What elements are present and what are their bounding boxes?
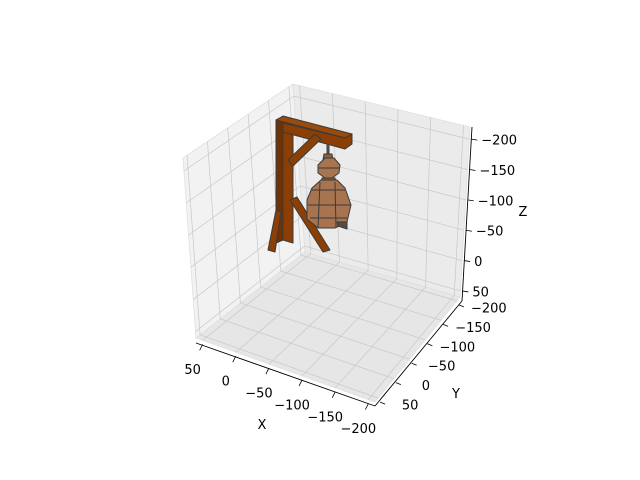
x-gridline-floor <box>301 278 398 377</box>
z-tick-mark <box>471 138 478 141</box>
y-gridline-left <box>288 86 302 256</box>
y-axis-line <box>374 300 463 407</box>
gallows-post-front <box>282 116 294 244</box>
x-gridline-floor <box>235 261 340 353</box>
y-tick-label: 50 <box>402 399 419 414</box>
z-tick-label: 0 <box>474 255 482 270</box>
y-tick-label: −50 <box>428 360 455 375</box>
z-tick-mark <box>465 229 472 232</box>
z-tick-mark <box>464 260 471 262</box>
x-tick-mark <box>298 379 303 387</box>
y-gridline-floor <box>300 254 457 302</box>
x-gridline-floor <box>202 253 311 341</box>
figure-body <box>306 179 352 229</box>
y-tick-mark <box>442 323 449 327</box>
y-gridline-floor <box>220 318 395 379</box>
floor-pane <box>195 251 461 403</box>
figure-body-edge-4 <box>317 181 321 229</box>
hanging-bell-figure <box>306 153 352 230</box>
gallows-frame <box>267 115 353 253</box>
z-tick-label: 50 <box>472 285 489 300</box>
y-tick-label: −100 <box>440 340 476 355</box>
axis-lines <box>195 126 473 407</box>
y-tick-mark <box>395 382 402 386</box>
y-tick-label: −200 <box>471 301 507 316</box>
y-gridline-floor <box>260 286 426 341</box>
x-axis-label: X <box>258 418 267 433</box>
x-gridline-back <box>425 117 432 288</box>
z-tick-label: −200 <box>481 134 517 149</box>
axis-ticks: 500−50−100−150−200500−50−100−150−200−200… <box>184 134 517 437</box>
gallows-brace <box>287 133 322 167</box>
x-gridline-floor <box>368 295 455 400</box>
x-tick-label: −50 <box>245 387 272 402</box>
y-tick-label: −150 <box>455 321 491 336</box>
gallows-leg-right <box>289 196 331 253</box>
z-axis-label: Z <box>519 205 528 220</box>
x-tick-mark <box>265 367 270 375</box>
z-gridline-back <box>293 95 470 140</box>
figure-foot <box>336 221 348 230</box>
z-tick-label: −50 <box>476 225 503 240</box>
x-gridline-back <box>364 101 369 271</box>
z-gridline-back <box>304 245 461 292</box>
z-tick-label: −150 <box>480 164 516 179</box>
x-gridline-floor <box>268 270 369 365</box>
z-axis-line <box>461 126 473 302</box>
x-gridline-back <box>396 109 399 279</box>
x-tick-mark <box>199 344 203 351</box>
z-tick-label: −100 <box>478 194 514 209</box>
figure-body-edge-5 <box>334 181 337 229</box>
x-tick-label: −200 <box>341 422 377 437</box>
y-gridline-left <box>268 100 282 272</box>
x-tick-label: 50 <box>184 363 201 378</box>
x-gridline-back <box>331 93 340 263</box>
y-tick-mark <box>458 304 465 308</box>
y-gridline-floor <box>240 302 410 360</box>
y-tick-label: 0 <box>422 379 430 394</box>
z-gridline-left <box>195 245 305 332</box>
y-gridline-floor <box>199 334 379 399</box>
y-gridline-left <box>207 141 221 319</box>
y-gridline-floor <box>280 270 442 321</box>
x-tick-label: −150 <box>307 410 343 425</box>
y-gridline-left <box>227 127 241 303</box>
x-gridline-floor <box>334 286 426 389</box>
y-tick-mark <box>411 362 417 366</box>
x-tick-label: −100 <box>274 398 310 413</box>
z-gridline-left <box>183 95 295 172</box>
y-tick-mark <box>427 343 433 347</box>
x-tick-mark <box>331 391 336 398</box>
z-tick-mark <box>467 199 474 202</box>
y-gridline-left <box>186 155 201 335</box>
x-tick-mark <box>232 356 237 363</box>
y-gridline-left <box>247 114 261 288</box>
z-tick-mark <box>469 169 476 171</box>
y-tick-mark <box>379 401 386 405</box>
x-tick-mark <box>365 403 369 410</box>
x-tick-label: 0 <box>222 375 230 390</box>
gallows-leg-left <box>267 209 282 253</box>
y-axis-label: Y <box>451 387 460 402</box>
x-axis-line <box>195 342 376 407</box>
x-gridline-back <box>453 125 464 296</box>
z-tick-mark <box>462 290 469 293</box>
